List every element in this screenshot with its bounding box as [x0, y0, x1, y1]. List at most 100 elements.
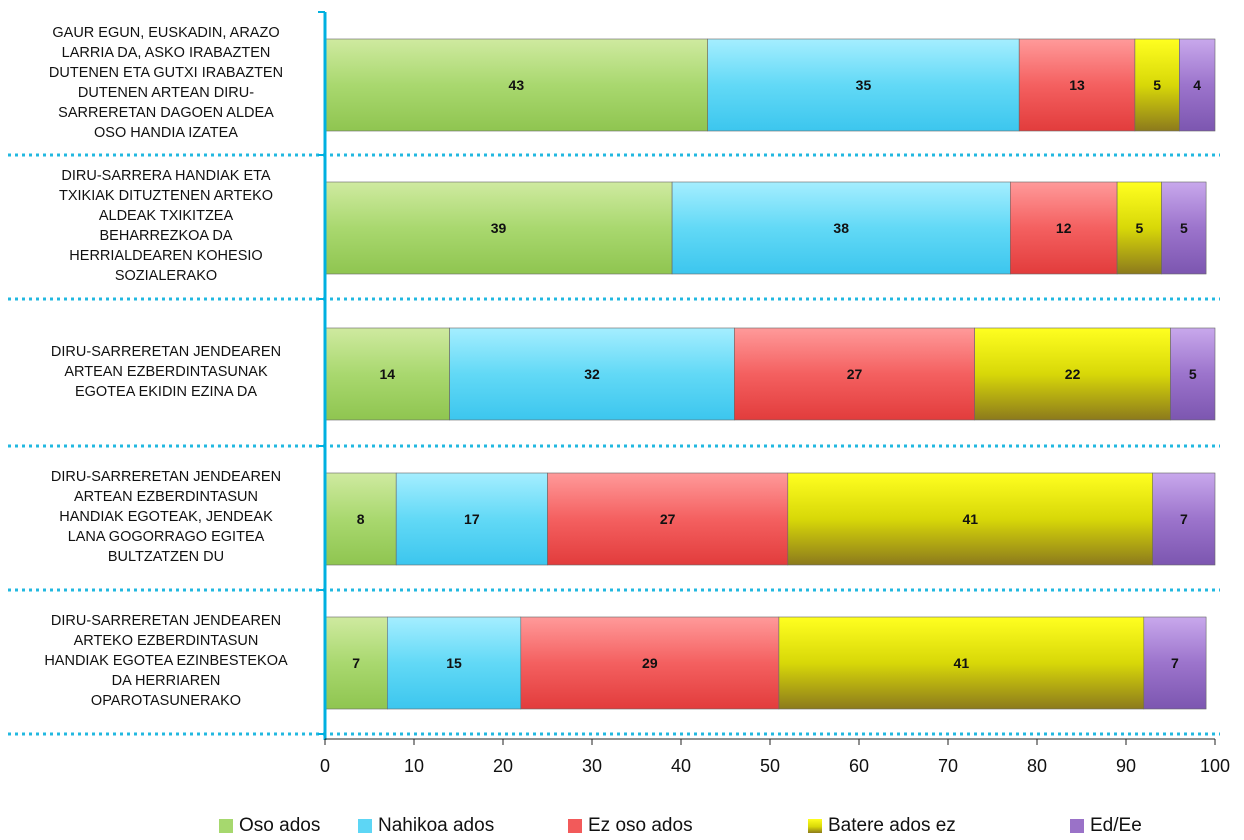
legend-swatch: [808, 819, 822, 833]
category-label-line: DIRU-SARRERETAN JENDEAREN: [50, 613, 282, 629]
legend-swatch: [1070, 819, 1084, 833]
x-tick-label: 60: [849, 756, 869, 776]
legend-label: Batere ados ez: [828, 815, 956, 836]
value-label: 7: [1180, 511, 1188, 527]
x-tick-label: 40: [671, 756, 691, 776]
category-label-line: ARTEAN EZBERDINTASUNAK: [64, 364, 268, 380]
legend: Oso ados Nahikoa ados Ez oso ados Batere ad…: [0, 815, 1244, 839]
category-label-line: SARRERETAN DAGOEN ALDEA: [58, 105, 274, 121]
category-label-line: DIRU-SARRERETAN JENDEAREN: [50, 344, 282, 360]
value-label: 39: [491, 220, 507, 236]
value-label: 35: [856, 77, 872, 93]
x-tick-label: 20: [493, 756, 513, 776]
bar-segment: [547, 472, 789, 566]
category-label-line: TXIKIAK DITUZTENEN ARTEKO: [58, 188, 274, 204]
bar-segment: [1152, 472, 1216, 566]
x-tick-label: 100: [1200, 756, 1230, 776]
bar-segment: [734, 327, 976, 421]
legend-item: Batere ados ez: [808, 815, 956, 837]
value-label: 22: [1065, 366, 1081, 382]
category-label-line: SOZIALERAKO: [114, 268, 218, 284]
legend-label: Ed/Ee: [1090, 815, 1142, 836]
x-axis-ticks: 0 10 20 30 40 50 60 70 80 90 100: [320, 739, 1230, 776]
legend-item: Ez oso ados: [568, 815, 693, 837]
bar-segment: [520, 616, 780, 710]
value-label: 29: [642, 655, 658, 671]
value-label: 7: [352, 655, 360, 671]
bar-segment: [1009, 181, 1118, 275]
value-label: 5: [1180, 220, 1188, 236]
value-label: 14: [380, 366, 396, 382]
category-label-line: OPAROTASUNERAKO: [90, 693, 242, 709]
value-label: 5: [1153, 77, 1161, 93]
bar-segment: [324, 616, 388, 710]
bar-segment: [974, 327, 1171, 421]
category-label-line: BULTZATZEN DU: [107, 549, 225, 565]
legend-label: Ez oso ados: [588, 815, 693, 836]
category-label-line: BEHARREZKOA DA: [99, 228, 233, 244]
category-label-line: LARRIA DA, ASKO IRABAZTEN: [61, 45, 271, 61]
value-label: 41: [962, 511, 978, 527]
category-label-line: DIRU-SARRERA HANDIAK ETA: [61, 168, 271, 184]
legend-swatch: [219, 819, 233, 833]
bar-segment: [778, 616, 1145, 710]
value-label: 8: [357, 511, 365, 527]
value-label: 32: [584, 366, 600, 382]
value-labels: 43 35 13 5 4 39 38 12 5 5 14 32 27 22 5 8 17 27 41 7 7 15 29 41…: [352, 77, 1201, 671]
bar-segment: [324, 327, 450, 421]
value-label: 13: [1069, 77, 1085, 93]
legend-item: Nahikoa ados: [358, 815, 494, 837]
x-tick-label: 10: [404, 756, 424, 776]
value-label: 38: [833, 220, 849, 236]
category-label: DIRU-SARRERETAN JENDEAREN ARTEAN EZBERDIN…: [0, 342, 332, 402]
category-label-line: DUTENEN ETA GUTXI IRABAZTEN: [48, 65, 284, 81]
value-label: 5: [1189, 366, 1197, 382]
category-label: GAUR EGUN, EUSKADIN, ARAZO LARRIA DA, ASK…: [0, 23, 332, 143]
value-label: 17: [464, 511, 480, 527]
bar-segment: [1134, 38, 1180, 132]
legend-swatch: [568, 819, 582, 833]
x-tick-label: 0: [320, 756, 330, 776]
category-label-line: DA HERRIAREN: [111, 673, 221, 689]
value-label: 27: [660, 511, 676, 527]
category-label-line: GAUR EGUN, EUSKADIN, ARAZO: [52, 25, 280, 41]
category-label: DIRU-SARRERA HANDIAK ETA TXIKIAK DITUZTEN…: [0, 166, 332, 286]
category-label-line: OSO HANDIA IZATEA: [94, 125, 238, 141]
category-label-line: DUTENEN ARTEAN DIRU-: [77, 85, 255, 101]
value-label: 4: [1193, 77, 1201, 93]
bar-segment: [1179, 38, 1216, 132]
value-label: 41: [954, 655, 970, 671]
category-label-line: HANDIAK EGOTEAK, JENDEAK: [59, 509, 273, 525]
x-tick-label: 30: [582, 756, 602, 776]
x-tick-label: 70: [938, 756, 958, 776]
value-label: 27: [847, 366, 863, 382]
category-label-line: ARTEAN EZBERDINTASUN: [74, 489, 258, 505]
value-label: 12: [1056, 220, 1072, 236]
bar-segments: [324, 38, 1216, 710]
value-label: 43: [509, 77, 525, 93]
value-label: 7: [1171, 655, 1179, 671]
category-label: DIRU-SARRERETAN JENDEAREN ARTEAN EZBERDIN…: [0, 467, 332, 567]
category-separators: [8, 153, 1220, 736]
bar-segment: [386, 616, 522, 710]
bar-segment: [324, 181, 673, 275]
category-label-line: DIRU-SARRERETAN JENDEAREN: [50, 469, 282, 485]
category-label: DIRU-SARRERETAN JENDEAREN ARTEKO EZBERDIN…: [0, 611, 332, 711]
bar-segment: [1116, 181, 1162, 275]
bar-segment: [787, 472, 1153, 566]
legend-label: Nahikoa ados: [378, 815, 495, 836]
value-label: 5: [1135, 220, 1143, 236]
value-label: 15: [446, 655, 462, 671]
category-label-line: LANA GOGORRAGO EGITEA: [67, 529, 265, 545]
legend-swatch: [358, 819, 372, 833]
category-label-line: ALDEAK TXIKITZEA: [98, 208, 234, 224]
x-tick-label: 50: [760, 756, 780, 776]
bar-segment: [707, 38, 1020, 132]
bar-segment: [449, 327, 735, 421]
x-tick-label: 80: [1027, 756, 1047, 776]
legend-item: Ed/Ee: [1070, 815, 1142, 837]
bar-segment: [1161, 181, 1207, 275]
bar-segment: [671, 181, 1011, 275]
category-label-line: EGOTEA EKIDIN EZINA DA: [74, 384, 258, 400]
